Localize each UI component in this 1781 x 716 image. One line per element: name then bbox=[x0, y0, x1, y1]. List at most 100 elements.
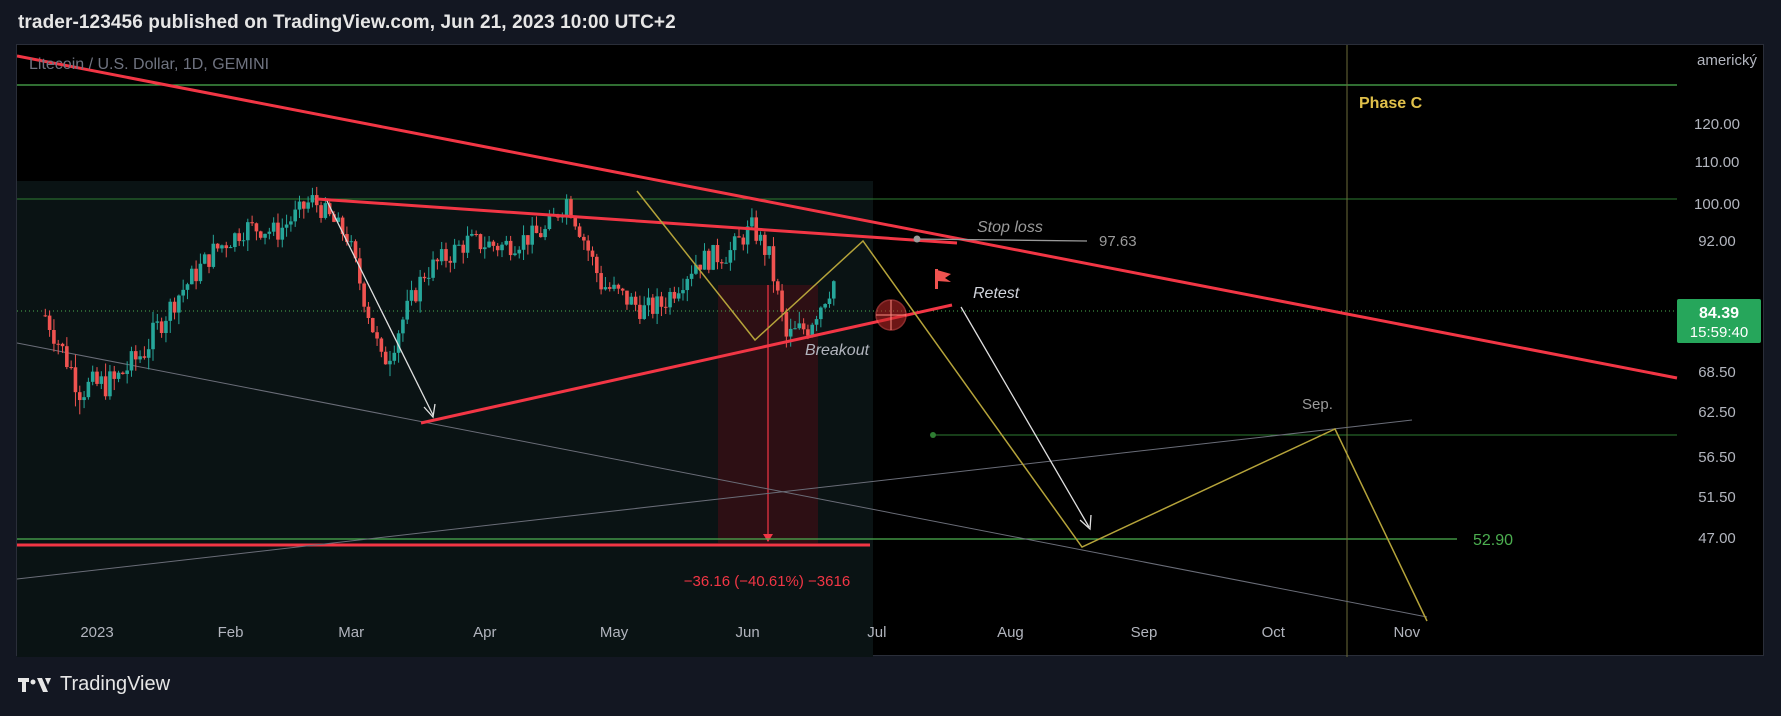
candle-body bbox=[633, 296, 638, 305]
candle-body bbox=[487, 241, 491, 248]
candle-body bbox=[646, 297, 651, 306]
candle-body bbox=[655, 296, 659, 314]
candle-body bbox=[129, 351, 134, 371]
time-tick-label: Jul bbox=[867, 624, 886, 641]
candle-body bbox=[95, 371, 99, 384]
candle-body bbox=[302, 201, 306, 209]
candle-body bbox=[538, 233, 543, 238]
candle-body bbox=[806, 329, 810, 336]
long-downtrend-line[interactable] bbox=[16, 54, 1678, 380]
candle-body bbox=[534, 225, 539, 234]
candle-body bbox=[99, 376, 104, 384]
candle-body bbox=[82, 397, 86, 401]
candle-body bbox=[409, 290, 414, 301]
candle-body bbox=[444, 249, 448, 261]
candle-body bbox=[112, 371, 117, 379]
candle-body bbox=[775, 281, 780, 291]
candle-body bbox=[823, 304, 827, 308]
down-arrow-2 bbox=[960, 306, 1090, 528]
candle-body bbox=[146, 349, 151, 358]
price-scale[interactable]: 120.00110.00100.0092.0076.0068.5062.5056… bbox=[1694, 116, 1740, 547]
candle-body bbox=[788, 328, 793, 337]
time-tick-label: Apr bbox=[473, 624, 496, 641]
price-tick-label: 56.50 bbox=[1698, 449, 1736, 466]
stop-loss-line bbox=[916, 238, 1088, 242]
time-tick-label: Aug bbox=[997, 624, 1024, 641]
candle-body bbox=[366, 306, 371, 319]
candle-body bbox=[732, 236, 737, 251]
candle-body bbox=[246, 222, 250, 241]
candle-body bbox=[164, 320, 168, 334]
price-badge-countdown: 15:59:40 bbox=[1690, 324, 1748, 341]
candle-body bbox=[573, 217, 578, 227]
chart-area[interactable]: Litecoin / U.S. Dollar, 1D, GEMINI ameri… bbox=[16, 44, 1765, 657]
candle-body bbox=[142, 356, 147, 358]
candle-body bbox=[189, 268, 194, 285]
phase-label: Phase C bbox=[1359, 95, 1423, 112]
time-tick-label: Sep bbox=[1131, 624, 1158, 641]
candle-body bbox=[616, 284, 621, 289]
price-tick-label: 100.00 bbox=[1694, 196, 1740, 213]
time-scale[interactable]: 2023 Feb Mar Apr May Jun Jul Aug Sep Oct Nov bbox=[80, 624, 1420, 641]
candle-body bbox=[482, 247, 487, 250]
candle-body bbox=[745, 226, 750, 245]
down-arrow-1-head bbox=[423, 403, 436, 419]
candle-body bbox=[211, 243, 216, 267]
candle-body bbox=[319, 205, 323, 218]
candle-body bbox=[517, 249, 522, 254]
candle-body bbox=[474, 234, 478, 236]
candle-body bbox=[185, 284, 190, 290]
candle-body bbox=[465, 235, 470, 253]
candle-body bbox=[133, 351, 138, 360]
breakout-label: Breakout bbox=[805, 342, 870, 359]
publish-header: trader-123456 published on TradingView.c… bbox=[18, 12, 676, 33]
candle-body bbox=[681, 290, 685, 294]
down-arrow-2-head bbox=[1079, 514, 1092, 531]
candle-body bbox=[586, 240, 590, 251]
candle-body bbox=[831, 281, 836, 299]
candle-body bbox=[121, 372, 125, 374]
candle-body bbox=[86, 381, 91, 398]
candle-body bbox=[793, 328, 797, 330]
candle-body bbox=[289, 221, 293, 225]
projection-path bbox=[636, 190, 1428, 622]
candle-body bbox=[612, 284, 616, 289]
candle-body bbox=[582, 236, 586, 241]
price-chart[interactable]: Litecoin / U.S. Dollar, 1D, GEMINI ameri… bbox=[16, 45, 1765, 657]
candle-body bbox=[439, 249, 444, 262]
candle-body bbox=[177, 295, 181, 313]
candle-body bbox=[414, 290, 418, 302]
candle-body bbox=[362, 283, 366, 307]
candle-body bbox=[495, 245, 500, 251]
candle-body bbox=[103, 376, 108, 397]
candle-body bbox=[698, 264, 703, 270]
price-tick-label: 120.00 bbox=[1694, 116, 1740, 133]
candle-body bbox=[426, 277, 431, 279]
candle-body bbox=[607, 287, 612, 289]
stop-loss-value: 97.63 bbox=[1099, 233, 1137, 250]
candle-body bbox=[215, 243, 220, 249]
candle-body bbox=[323, 203, 328, 218]
candle-body bbox=[47, 315, 52, 330]
triangle-upper-line[interactable] bbox=[316, 197, 958, 245]
candle-body bbox=[254, 223, 259, 232]
triangle-lower-line[interactable] bbox=[420, 303, 953, 425]
candle-body bbox=[547, 215, 552, 230]
candle-body bbox=[638, 304, 642, 319]
candle-body bbox=[590, 250, 595, 257]
candle-body bbox=[814, 319, 819, 325]
time-tick-label: Oct bbox=[1262, 624, 1286, 641]
candle-body bbox=[207, 254, 211, 267]
gray-channel-upper bbox=[16, 342, 1428, 618]
sep-level-dot bbox=[930, 432, 936, 438]
candle-body bbox=[461, 244, 466, 253]
candle-body bbox=[396, 333, 401, 353]
candle-body bbox=[108, 371, 112, 397]
candle-body bbox=[151, 322, 155, 350]
candle-body bbox=[284, 224, 289, 228]
candle-body bbox=[711, 245, 715, 270]
symbol-title: Litecoin / U.S. Dollar, 1D, GEMINI bbox=[29, 56, 269, 73]
measure-label: −36.16 (−40.61%) −3616 bbox=[684, 573, 850, 590]
candle-body bbox=[125, 370, 129, 374]
candle-body bbox=[237, 233, 241, 242]
